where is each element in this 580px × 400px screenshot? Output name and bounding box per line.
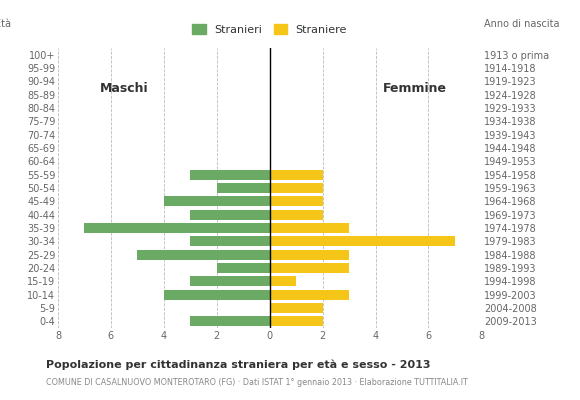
Bar bbox=[270, 316, 322, 326]
Text: COMUNE DI CASALNUOVO MONTEROTARO (FG) · Dati ISTAT 1° gennaio 2013 · Elaborazion: COMUNE DI CASALNUOVO MONTEROTARO (FG) · … bbox=[46, 378, 468, 387]
Bar bbox=[270, 250, 349, 260]
Bar bbox=[270, 196, 322, 206]
Bar bbox=[190, 210, 270, 220]
Bar bbox=[270, 303, 322, 313]
Bar bbox=[270, 223, 349, 233]
Text: Popolazione per cittadinanza straniera per età e sesso - 2013: Popolazione per cittadinanza straniera p… bbox=[46, 360, 431, 370]
Bar bbox=[270, 263, 349, 273]
Bar bbox=[137, 250, 270, 260]
Bar bbox=[190, 276, 270, 286]
Bar bbox=[164, 196, 270, 206]
Bar bbox=[270, 290, 349, 300]
Text: Anno di nascita: Anno di nascita bbox=[484, 18, 560, 28]
Text: Femmine: Femmine bbox=[383, 82, 447, 94]
Bar bbox=[270, 236, 455, 246]
Bar bbox=[190, 170, 270, 180]
Bar bbox=[217, 263, 270, 273]
Text: Età: Età bbox=[0, 18, 12, 28]
Legend: Stranieri, Straniere: Stranieri, Straniere bbox=[188, 20, 351, 39]
Bar bbox=[190, 316, 270, 326]
Bar bbox=[217, 183, 270, 193]
Text: Maschi: Maschi bbox=[100, 82, 148, 94]
Bar bbox=[270, 170, 322, 180]
Bar bbox=[270, 276, 296, 286]
Bar bbox=[164, 290, 270, 300]
Bar bbox=[190, 236, 270, 246]
Bar bbox=[270, 183, 322, 193]
Bar bbox=[85, 223, 270, 233]
Bar bbox=[270, 210, 322, 220]
